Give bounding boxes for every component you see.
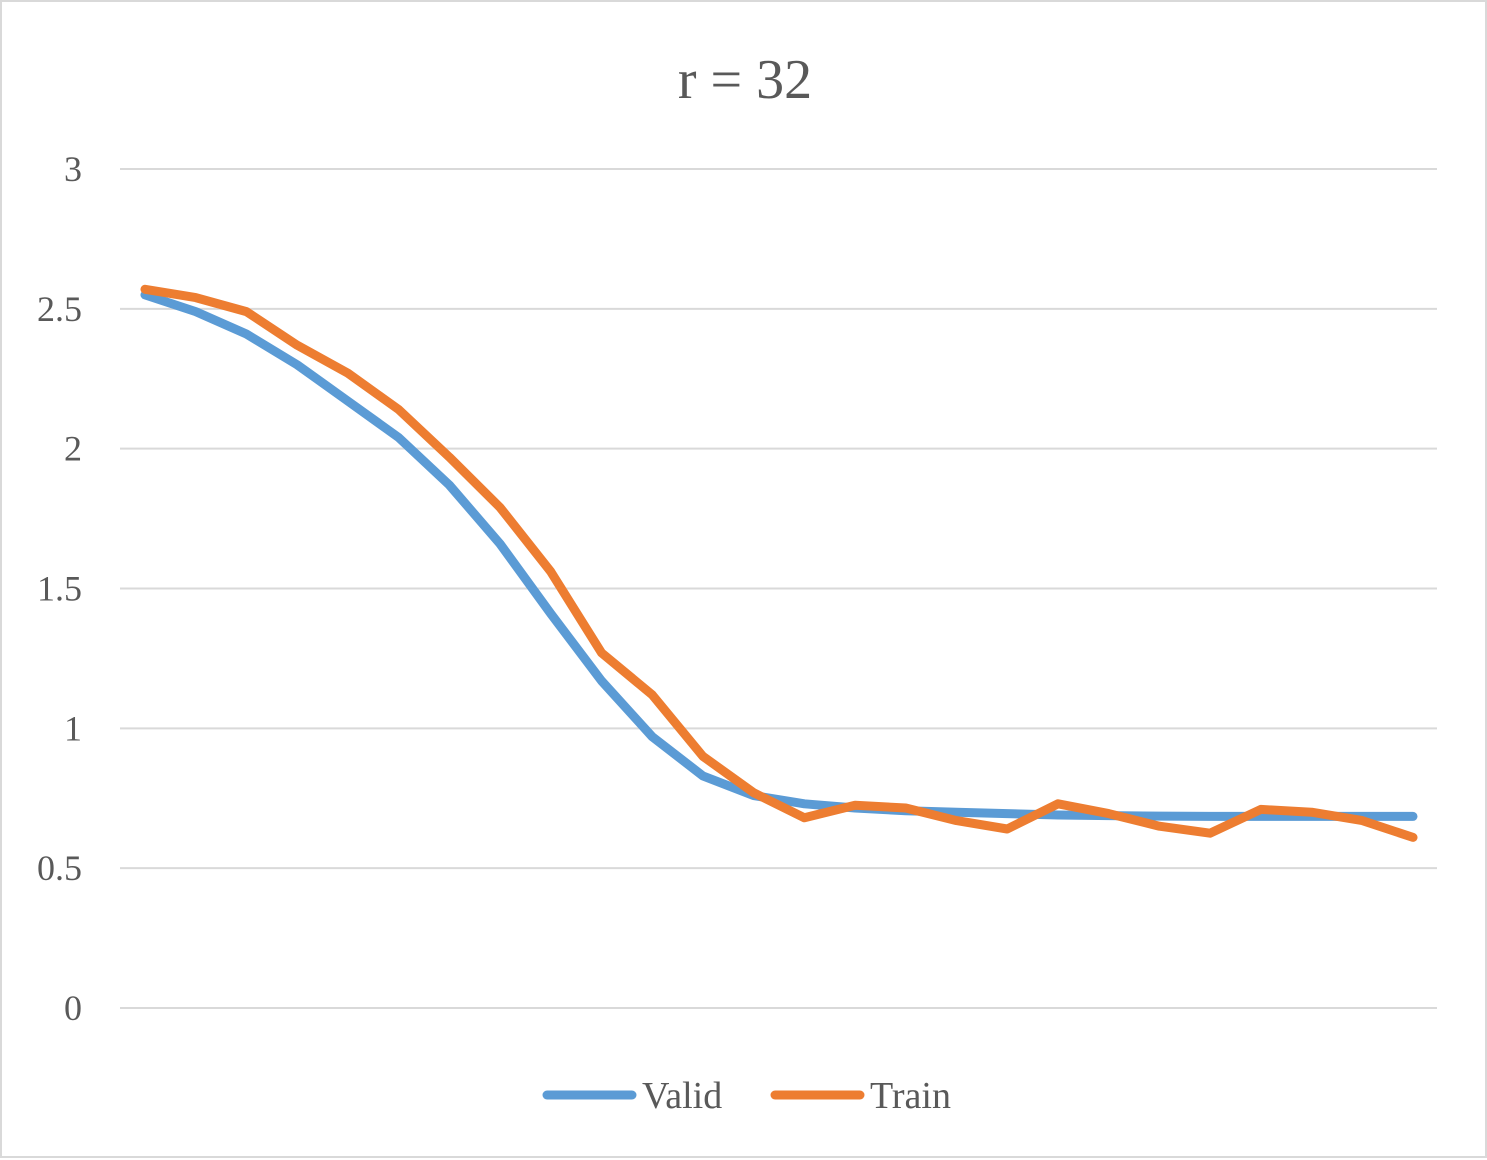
y-tick-label: 2 xyxy=(64,429,82,469)
legend-label-train: Train xyxy=(870,1075,951,1117)
chart-title: r = 32 xyxy=(678,49,812,111)
grid xyxy=(120,168,1437,1009)
series-lines xyxy=(140,284,1418,842)
series-line-train xyxy=(140,284,1418,842)
series-line-valid xyxy=(140,290,1418,821)
y-tick-label: 1 xyxy=(64,708,82,748)
y-tick-label: 3 xyxy=(64,149,82,189)
y-tick-label: 2.5 xyxy=(37,289,82,329)
legend-label-valid: Valid xyxy=(642,1075,722,1117)
y-axis-tick-labels: 0 0.5 1 1.5 2 2.5 3 xyxy=(37,149,82,1028)
y-tick-label: 0.5 xyxy=(37,848,82,888)
y-tick-label: 1.5 xyxy=(37,569,82,609)
y-tick-label: 0 xyxy=(64,988,82,1028)
legend: Valid Train xyxy=(542,1075,951,1117)
